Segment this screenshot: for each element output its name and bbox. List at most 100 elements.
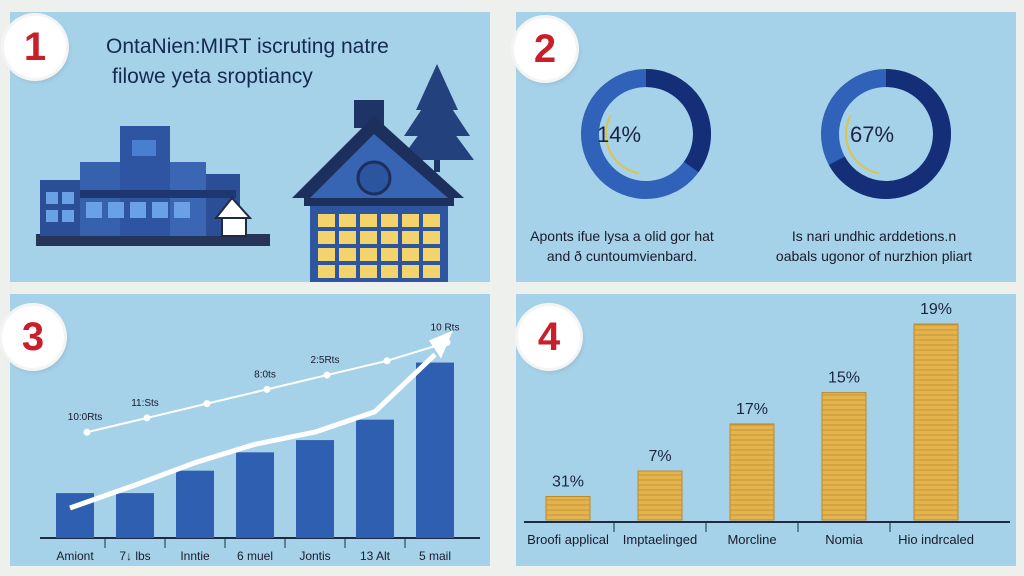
x-tick-label: Hio indrcaled [898, 532, 974, 547]
growth-bar-chart: Amiont 7↓ lbs Inntie 6 muel Jontis 13 Alt 5 ma… [40, 322, 480, 563]
bar-6 [356, 419, 394, 538]
house-window [339, 265, 356, 278]
house-window [423, 265, 440, 278]
coin-stack-4 [821, 392, 867, 521]
x-tick-label: Inntie [180, 549, 210, 563]
bar-2 [116, 493, 154, 538]
step-badge-1: 1 [4, 16, 66, 78]
house-window [402, 214, 419, 227]
donut-charts [581, 69, 951, 199]
ground-strip [36, 234, 270, 246]
house-window [381, 231, 398, 244]
panel1-title: OntaNien:MIRT iscruting natre filowe yet… [106, 32, 389, 92]
data-label: 19% [920, 301, 952, 318]
trend-point-label: 10 Rts [431, 322, 460, 333]
step-badge-3: 3 [2, 306, 64, 368]
donut-caption-2-line2: oabals ugonor of nurzhion pliart [775, 248, 973, 264]
data-label: 17% [736, 401, 768, 418]
house-window [360, 265, 377, 278]
x-tick-label: Imptaelinged [623, 532, 697, 547]
house-window [402, 265, 419, 278]
coin-stack-5 [913, 323, 959, 521]
coin-stack-body [913, 323, 959, 521]
house-window [423, 214, 440, 227]
donut-caption-2-line1: Is nari undhic arddetions.n [791, 228, 957, 244]
panel-illustration: OntaNien:MIRT iscruting natre filowe yet… [10, 12, 490, 282]
x-tick-label: Jontis [299, 549, 330, 563]
bar-5 [296, 440, 334, 538]
trend-point-label: 11:Sts [131, 398, 159, 409]
coin-stack-body [729, 423, 775, 521]
x-tick-label: Nomia [825, 532, 863, 547]
house-windows [318, 214, 440, 278]
x-tick-label: Morcline [727, 532, 776, 547]
house-window [423, 231, 440, 244]
x-tick-label: 6 muel [237, 549, 273, 563]
coin-stack-2 [637, 470, 683, 521]
trend-point [143, 414, 151, 422]
coin-stack-chart: 31% Broofi applical 7% Imptaelinged 17% Morcl… [524, 301, 1010, 547]
house-window [318, 214, 335, 227]
trend-point [83, 428, 91, 436]
panel1-title-line1: OntaNien:MIRT iscruting natre [106, 35, 389, 58]
growth-arrow-head [429, 330, 453, 359]
house-window [318, 231, 335, 244]
donut-caption-1-line2: and ð cuntoumvienbard. [546, 248, 698, 264]
x-tick-label: Broofi applical [527, 532, 609, 547]
coin-stack-1 [545, 495, 591, 521]
house-window [360, 231, 377, 244]
panel1-title-line2: filowe yeta sroptiancy [112, 65, 313, 88]
trend-point-label: 2:5Rts [311, 355, 340, 366]
panel-coin-chart: 31% Broofi applical 7% Imptaelinged 17% Morcl… [516, 294, 1016, 566]
panel-growth-chart: Amiont 7↓ lbs Inntie 6 muel Jontis 13 Alt 5 ma… [10, 294, 490, 566]
trend-point [263, 385, 271, 393]
trend-point [323, 371, 331, 379]
house-window [381, 214, 398, 227]
house-window [339, 231, 356, 244]
house-window [381, 248, 398, 261]
step-badge-2: 2 [514, 18, 576, 80]
data-label: 31% [552, 473, 584, 490]
donut-accent-arc [845, 93, 927, 175]
coin-stack-body [821, 392, 867, 521]
house-window [381, 265, 398, 278]
x-tick-label: Amiont [56, 549, 94, 563]
house-window [360, 214, 377, 227]
data-label: 15% [828, 370, 860, 387]
house-window [339, 248, 356, 261]
donut-value-label-1: 14% [596, 122, 642, 147]
donut-segment [821, 69, 951, 199]
house-window [339, 214, 356, 227]
donut-caption-1-line1: Aponts ifue lysa a olid gor hat [530, 228, 714, 244]
panel-donut-stats [516, 12, 1016, 282]
house-window [360, 248, 377, 261]
trend-point [203, 400, 211, 408]
step-badge-4: 4 [518, 306, 580, 368]
x-tick-label: 5 mail [419, 549, 451, 563]
trend-point-label: 8:0ts [254, 369, 276, 380]
tree-icon [400, 64, 474, 172]
bar-7 [416, 362, 454, 538]
x-tick-label: 7↓ lbs [119, 549, 150, 563]
data-label: 7% [648, 448, 671, 465]
donut-1 [581, 69, 711, 199]
office-building-icon [40, 126, 253, 237]
house-window [402, 231, 419, 244]
house-window [402, 248, 419, 261]
donut-accent-arc [605, 93, 687, 175]
x-tick-label: 13 Alt [360, 549, 391, 563]
donut-2 [821, 69, 951, 199]
donut-caption-1: Aponts ifue lysa a olid gor hat and ð cu… [512, 226, 732, 266]
bar-3 [176, 470, 214, 538]
donut-value-label-2: 67% [849, 122, 895, 147]
trend-point-label: 10:0Rts [68, 412, 102, 423]
coin-stack-body [545, 495, 591, 521]
buildings-illustration [36, 64, 474, 282]
trend-point [383, 357, 391, 365]
house-window [423, 248, 440, 261]
donut-segment [581, 69, 711, 199]
donut-caption-2: Is nari undhic arddetions.n oabals ugono… [764, 226, 984, 266]
growth-arrow [69, 352, 437, 511]
house-window [318, 265, 335, 278]
bar-4 [236, 452, 274, 538]
